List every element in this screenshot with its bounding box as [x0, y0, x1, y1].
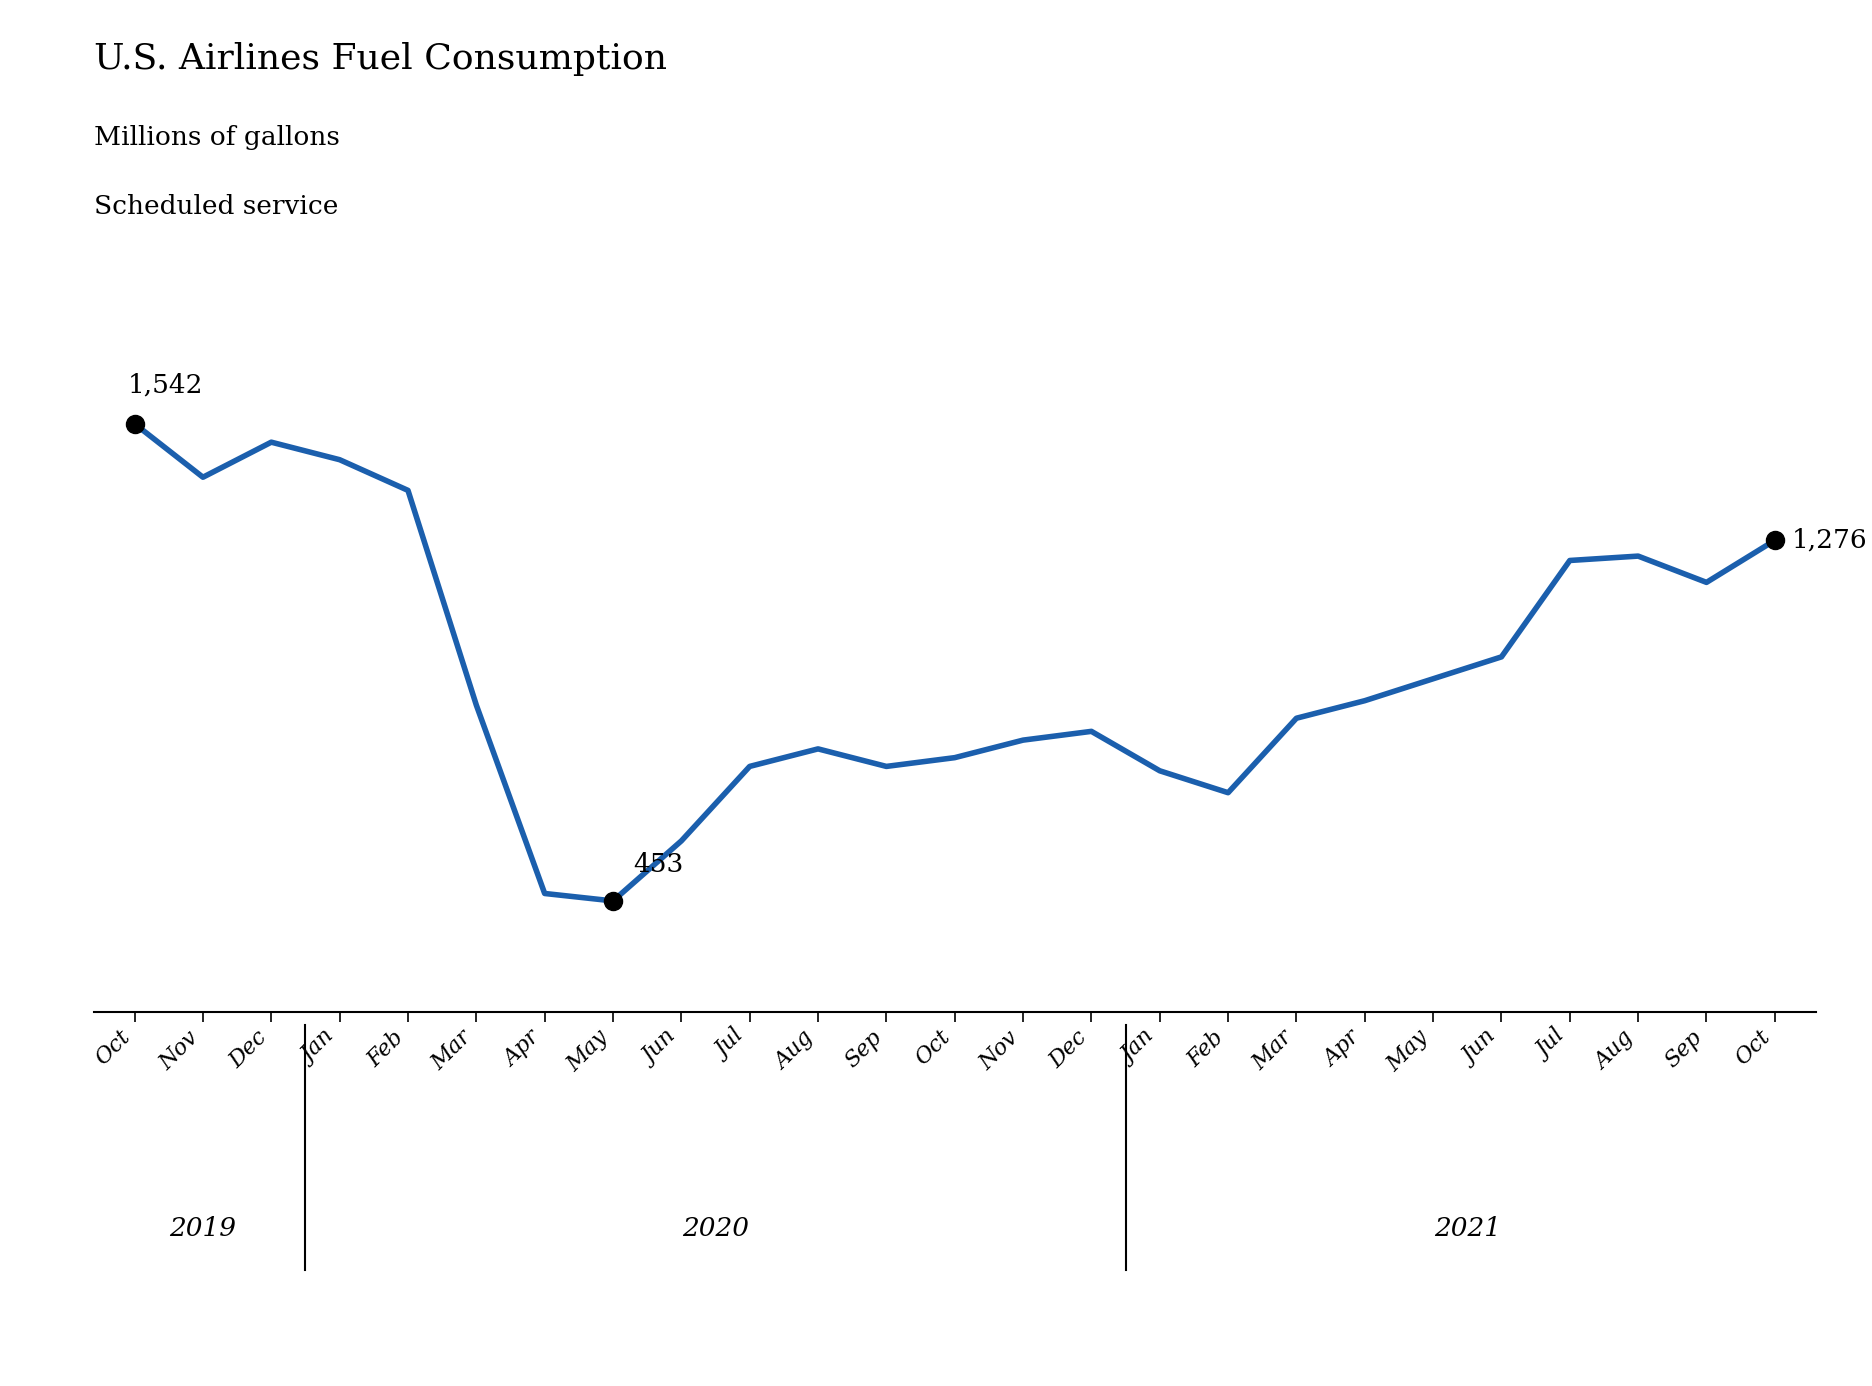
Text: Millions of gallons: Millions of gallons [94, 125, 339, 150]
Text: U.S. Airlines Fuel Consumption: U.S. Airlines Fuel Consumption [94, 42, 666, 76]
Text: 2020: 2020 [681, 1216, 749, 1240]
Text: 1,276: 1,276 [1792, 528, 1868, 553]
Text: 453: 453 [633, 852, 683, 877]
Text: 1,542: 1,542 [127, 373, 204, 398]
Text: 2019: 2019 [170, 1216, 236, 1240]
Text: 2021: 2021 [1434, 1216, 1501, 1240]
Text: Scheduled service: Scheduled service [94, 194, 339, 219]
